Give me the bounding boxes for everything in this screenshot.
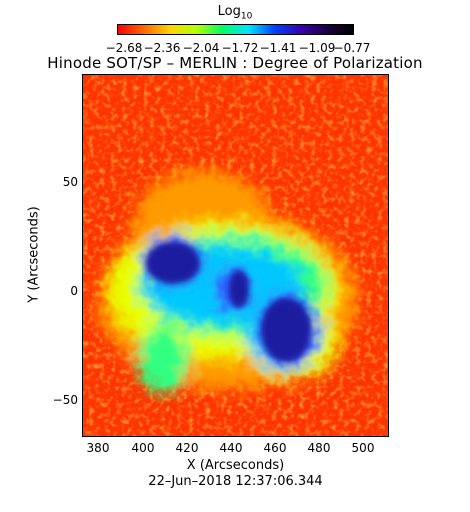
polarization-map-image <box>83 75 388 436</box>
colorbar-tick-label: −2.04 <box>182 41 220 55</box>
x-tick-label: 460 <box>263 441 287 455</box>
colorbar <box>117 24 354 35</box>
image-title: Hinode SOT/SP – MERLIN : Degree of Polar… <box>47 54 423 72</box>
x-axis-label: X (Arcseconds) <box>186 458 285 473</box>
y-tick-label: 50 <box>62 175 78 189</box>
x-tick-label: 480 <box>307 441 331 455</box>
y-tick-label: 0 <box>70 284 78 298</box>
colorbar-title: Log10 <box>217 4 253 22</box>
x-tick-label: 440 <box>219 441 243 455</box>
x-tick-label: 400 <box>131 441 155 455</box>
x-tick-label: 380 <box>86 441 110 455</box>
colorbar-tick-label: −1.72 <box>221 41 259 55</box>
y-tick-label: −50 <box>52 393 78 407</box>
colorbar-tick-label: −2.36 <box>143 41 181 55</box>
colorbar-tick-label: −2.68 <box>105 41 143 55</box>
x-tick-label: 500 <box>351 441 375 455</box>
colorbar-tick-label: −1.41 <box>259 41 297 55</box>
colorbar-tick-label: −0.77 <box>333 41 371 55</box>
polarization-map <box>82 74 389 437</box>
colorbar-tick-label: −1.09 <box>298 41 336 55</box>
observation-timestamp: 22–Jun–2018 12:37:06.344 <box>148 474 323 489</box>
x-tick-label: 420 <box>175 441 199 455</box>
y-axis-label: Y (Arcseconds) <box>26 206 42 303</box>
sunspot-umbrae <box>146 242 311 362</box>
